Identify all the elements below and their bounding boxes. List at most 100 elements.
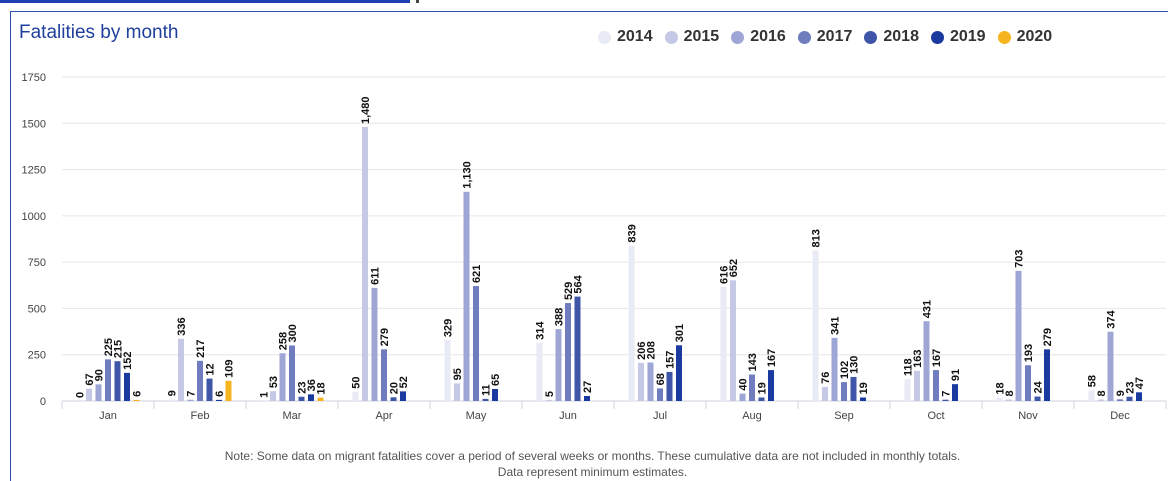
bar-mar-2019[interactable] [308, 394, 314, 401]
bar-feb-2014[interactable] [168, 399, 175, 401]
bar-apr-2017[interactable] [381, 349, 387, 401]
bar-feb-2018[interactable] [206, 378, 213, 401]
bar-feb-2016[interactable] [187, 399, 194, 401]
y-tick-label: 750 [28, 257, 46, 269]
top-link-underline[interactable] [0, 0, 410, 3]
x-tick-label-aug: Aug [742, 410, 762, 422]
bar-apr-2019[interactable] [400, 391, 406, 401]
bar-aug-2014[interactable] [720, 286, 727, 401]
bar-oct-2017[interactable] [933, 370, 939, 401]
legend-item-2015[interactable]: 2015 [664, 28, 720, 46]
bar-feb-2015[interactable] [178, 338, 184, 401]
data-label-mar-2019: 36 [306, 379, 318, 391]
bar-feb-2019[interactable] [216, 399, 222, 401]
bar-apr-2014[interactable] [352, 391, 359, 401]
bar-jun-2018[interactable] [574, 296, 581, 401]
bar-apr-2015[interactable] [362, 126, 368, 401]
bar-jun-2015[interactable] [546, 400, 552, 401]
bar-jan-2017[interactable] [105, 359, 111, 401]
bar-may-2015[interactable] [454, 383, 460, 401]
legend-item-2018[interactable]: 2018 [864, 28, 919, 46]
bar-dec-2015[interactable] [1098, 399, 1104, 401]
bar-nov-2018[interactable] [1034, 396, 1041, 401]
bar-may-2014[interactable] [444, 340, 451, 401]
data-label-mar-2017: 300 [287, 324, 299, 342]
bar-oct-2018[interactable] [942, 399, 949, 401]
bar-jan-2018[interactable] [114, 361, 121, 401]
data-label-feb-2018: 12 [205, 363, 217, 375]
bar-aug-2019[interactable] [768, 370, 774, 401]
bar-oct-2019[interactable] [952, 384, 958, 401]
bar-aug-2018[interactable] [758, 397, 765, 401]
bar-jul-2014[interactable] [628, 245, 635, 401]
bar-jun-2019[interactable] [584, 396, 590, 401]
x-tick-label-oct: Oct [927, 410, 944, 422]
bar-jan-2019[interactable] [124, 372, 130, 401]
bar-dec-2016[interactable] [1107, 331, 1114, 401]
data-label-oct-2015: 163 [912, 349, 924, 367]
bar-feb-2017[interactable] [197, 360, 203, 401]
legend-item-2019[interactable]: 2019 [930, 28, 986, 46]
bar-jul-2018[interactable] [666, 371, 673, 401]
bar-mar-2020[interactable] [317, 397, 324, 401]
bar-sep-2017[interactable] [841, 382, 847, 401]
bar-mar-2018[interactable] [298, 396, 305, 401]
bar-jul-2017[interactable] [657, 388, 663, 401]
bar-aug-2015[interactable] [730, 280, 736, 401]
bar-jun-2016[interactable] [555, 329, 562, 401]
bar-sep-2015[interactable] [822, 386, 828, 401]
legend-item-2016[interactable]: 2016 [731, 28, 786, 46]
legend-swatch-2015 [664, 30, 678, 44]
bar-feb-2020[interactable] [225, 380, 232, 401]
bar-dec-2014[interactable] [1088, 390, 1095, 401]
bar-apr-2018[interactable] [390, 397, 397, 401]
bar-aug-2016[interactable] [739, 393, 746, 401]
bar-jun-2017[interactable] [565, 303, 571, 401]
bar-nov-2017[interactable] [1025, 365, 1031, 401]
bar-mar-2017[interactable] [289, 345, 295, 401]
bar-nov-2016[interactable] [1015, 270, 1022, 401]
data-label-apr-2019: 52 [398, 376, 410, 388]
bar-jun-2014[interactable] [536, 342, 543, 401]
bar-mar-2015[interactable] [270, 391, 276, 401]
bar-sep-2014[interactable] [812, 250, 819, 401]
bar-nov-2019[interactable] [1044, 349, 1050, 401]
bar-dec-2019[interactable] [1136, 392, 1142, 401]
legend-item-2014[interactable]: 2014 [598, 28, 653, 46]
bar-sep-2019[interactable] [860, 397, 866, 401]
bar-nov-2014[interactable] [996, 397, 1003, 401]
chart-frame [10, 11, 1168, 481]
legend-label-2017: 2017 [816, 28, 853, 45]
bar-dec-2018[interactable] [1126, 396, 1133, 401]
x-tick-label-may: May [466, 410, 487, 422]
bar-jan-2016[interactable] [95, 384, 102, 401]
bar-may-2019[interactable] [492, 388, 498, 401]
bar-may-2018[interactable] [482, 398, 489, 401]
bar-sep-2018[interactable] [850, 376, 857, 401]
bar-jan-2020[interactable] [133, 399, 140, 401]
data-label-jul-2017: 68 [655, 373, 667, 385]
bar-jan-2015[interactable] [86, 388, 92, 401]
bar-may-2016[interactable] [463, 191, 470, 401]
bar-may-2017[interactable] [473, 286, 479, 401]
data-label-feb-2015: 336 [176, 317, 188, 335]
data-label-nov-2017: 193 [1023, 344, 1035, 362]
bar-jul-2015[interactable] [638, 362, 644, 401]
bar-mar-2016[interactable] [279, 353, 286, 401]
bar-jul-2016[interactable] [647, 362, 654, 401]
bar-dec-2017[interactable] [1117, 399, 1123, 401]
bar-oct-2015[interactable] [914, 370, 920, 401]
data-label-oct-2019: 91 [950, 369, 962, 381]
bar-sep-2016[interactable] [831, 337, 838, 401]
bar-apr-2016[interactable] [371, 287, 378, 401]
legend-item-2020[interactable]: 2020 [997, 28, 1052, 46]
data-label-jul-2019: 301 [674, 324, 686, 342]
bar-oct-2016[interactable] [923, 321, 930, 401]
legend-label-2015: 2015 [683, 28, 720, 45]
bar-oct-2014[interactable] [904, 379, 911, 401]
bar-jul-2019[interactable] [676, 345, 682, 401]
bar-aug-2017[interactable] [749, 374, 755, 401]
bar-nov-2015[interactable] [1006, 399, 1012, 401]
legend-label-2016: 2016 [750, 28, 786, 45]
legend-item-2017[interactable]: 2017 [797, 28, 853, 46]
